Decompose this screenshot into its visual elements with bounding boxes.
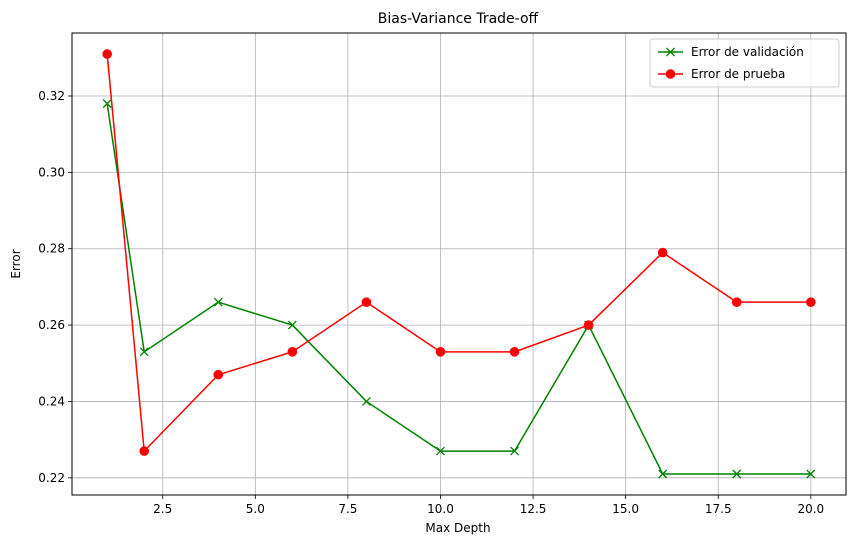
data-point — [436, 446, 445, 456]
legend-entry: Error de prueba — [658, 67, 785, 81]
data-point — [657, 247, 668, 258]
legend: Error de validación Error de prueba — [649, 38, 840, 88]
data-point — [102, 49, 112, 59]
data-point — [731, 297, 742, 307]
y-tick-label: 0.26 — [38, 318, 65, 332]
data-point — [510, 446, 520, 456]
axis-ticks: 2.5 5.0 7.5 10.0 12.5 15.0 17.5 20.0 0.22 0.24 0.2… — [38, 89, 824, 516]
data-point — [732, 469, 742, 479]
x-tick-label: 15.0 — [612, 502, 639, 516]
legend-label: Error de prueba — [691, 67, 785, 81]
data-point — [213, 369, 224, 380]
chart-title: Bias-Variance Trade-off — [378, 11, 539, 27]
data-point — [435, 347, 446, 357]
x-tick-label: 10.0 — [427, 502, 454, 516]
series-0 — [102, 99, 816, 479]
legend-marker — [666, 47, 675, 57]
x-tick-label: 5.0 — [246, 502, 265, 516]
data-point — [583, 320, 594, 330]
x-tick-label: 20.0 — [797, 502, 824, 516]
series-1 — [102, 49, 816, 456]
y-tick-label: 0.32 — [38, 89, 65, 103]
y-tick-label: 0.24 — [38, 394, 65, 408]
data-point — [139, 446, 150, 456]
series-layer — [102, 49, 816, 479]
legend-marker — [665, 69, 676, 79]
grid-lines — [72, 33, 846, 495]
data-point — [509, 347, 520, 357]
data-point — [361, 396, 371, 406]
x-tick-label: 2.5 — [153, 502, 172, 516]
data-point — [139, 347, 149, 357]
legend-box — [649, 38, 840, 88]
plot-frame — [71, 32, 847, 496]
data-point — [806, 469, 816, 479]
x-tick-label: 12.5 — [520, 502, 547, 516]
y-tick-label: 0.30 — [38, 165, 65, 179]
x-axis-label: Max Depth — [425, 521, 490, 535]
data-point — [102, 99, 112, 109]
y-tick-label: 0.28 — [38, 242, 65, 256]
y-axis-label: Error — [9, 249, 23, 278]
data-point — [658, 469, 668, 479]
data-point — [361, 297, 372, 307]
legend-entry: Error de validación — [658, 45, 804, 59]
data-point — [806, 297, 816, 307]
legend-label: Error de validación — [691, 45, 804, 59]
x-tick-label: 17.5 — [705, 502, 732, 516]
data-point — [287, 347, 298, 357]
data-point — [287, 320, 297, 330]
y-tick-label: 0.22 — [38, 471, 65, 485]
x-tick-label: 7.5 — [338, 502, 357, 516]
data-point — [213, 297, 223, 307]
